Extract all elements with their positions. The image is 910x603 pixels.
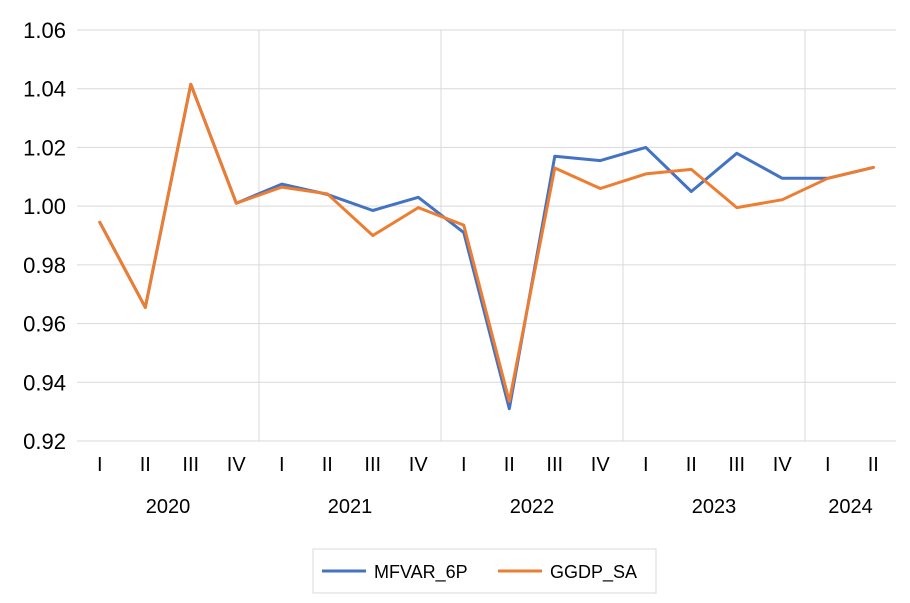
grid bbox=[77, 29, 896, 442]
year-label: 2021 bbox=[328, 496, 373, 518]
x-tick-label: II bbox=[322, 454, 333, 476]
y-tick-label: 1.02 bbox=[23, 135, 66, 160]
x-tick-label: I bbox=[643, 454, 649, 476]
x-tick-label: II bbox=[686, 454, 697, 476]
y-axis-ticks: 0.92 0.94 0.96 0.98 1.00 1.02 1.04 1.06 bbox=[23, 18, 66, 454]
legend: MFVAR_6P GGDP_SA bbox=[312, 548, 657, 594]
legend-box bbox=[312, 548, 657, 594]
y-tick-label: 1.04 bbox=[23, 77, 66, 102]
x-tick-label: III bbox=[728, 454, 745, 476]
y-tick-label: 0.98 bbox=[23, 253, 66, 278]
x-tick-label: IV bbox=[773, 454, 793, 476]
y-tick-label: 1.06 bbox=[23, 18, 66, 43]
x-tick-label: II bbox=[504, 454, 515, 476]
x-tick-label: IV bbox=[409, 454, 429, 476]
x-tick-label: IV bbox=[227, 454, 247, 476]
y-tick-label: 0.94 bbox=[23, 370, 66, 395]
y-tick-label: 1.00 bbox=[23, 194, 66, 219]
series-lines bbox=[98, 82, 875, 411]
y-tick-label: 0.92 bbox=[23, 429, 66, 454]
x-tick-label: II bbox=[140, 454, 151, 476]
x-tick-label: I bbox=[825, 454, 831, 476]
series-line-ggdp-sa bbox=[98, 82, 875, 403]
year-label: 2022 bbox=[510, 496, 555, 518]
legend-label-mfvar: MFVAR_6P bbox=[374, 562, 468, 583]
year-label: 2020 bbox=[146, 496, 191, 518]
series-line-mfvar-6p bbox=[98, 82, 875, 411]
legend-label-ggdp: GGDP_SA bbox=[550, 562, 637, 583]
y-tick-label: 0.96 bbox=[23, 312, 66, 337]
year-label: 2024 bbox=[828, 496, 873, 518]
year-label: 2023 bbox=[692, 496, 737, 518]
x-tick-label: I bbox=[279, 454, 285, 476]
x-tick-label: IV bbox=[591, 454, 611, 476]
x-tick-label: I bbox=[461, 454, 467, 476]
x-tick-label: III bbox=[546, 454, 563, 476]
x-tick-label: III bbox=[364, 454, 381, 476]
x-tick-label: III bbox=[182, 454, 199, 476]
x-tick-label: II bbox=[868, 454, 879, 476]
x-tick-label: I bbox=[97, 454, 103, 476]
